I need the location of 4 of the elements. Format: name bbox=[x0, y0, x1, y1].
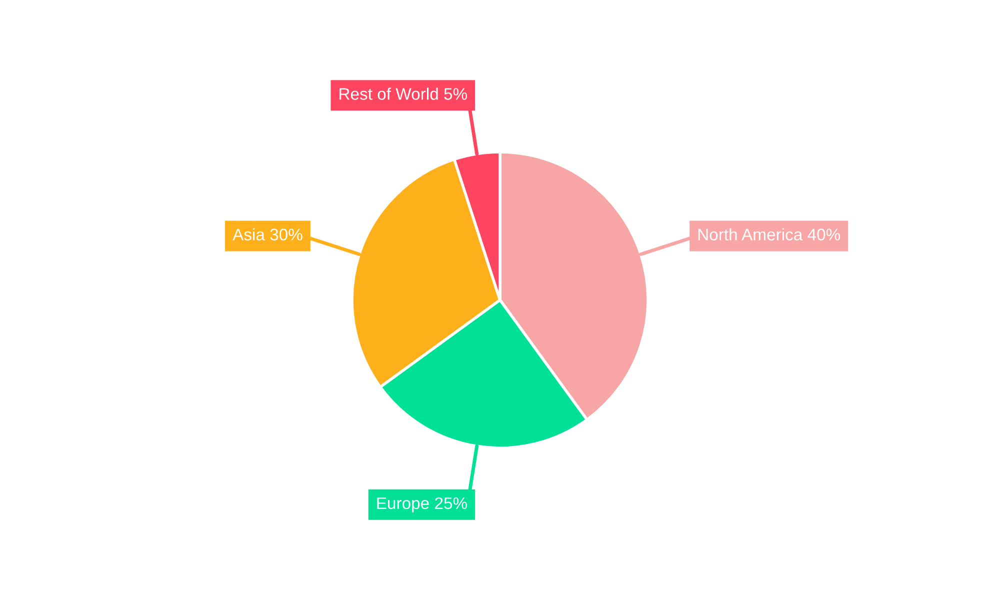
slice-label: North America 40% bbox=[698, 228, 840, 240]
slice-label: Asia 30% bbox=[232, 228, 302, 240]
slice-label: Europe 25% bbox=[377, 497, 467, 512]
slice-label: Rest of World 5% bbox=[340, 88, 467, 100]
